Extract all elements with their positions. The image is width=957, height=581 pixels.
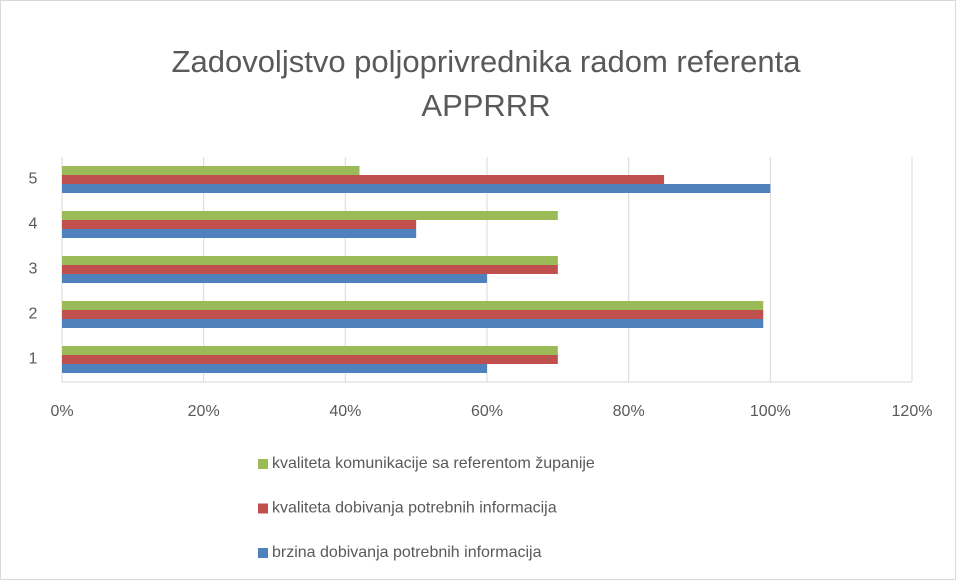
x-tick-label: 120% [892, 403, 933, 420]
x-tick-label: 100% [750, 403, 791, 420]
bar [62, 301, 764, 310]
y-tick-label: 2 [29, 306, 38, 323]
legend-swatch [258, 548, 268, 558]
bar [62, 319, 764, 328]
bar [62, 256, 558, 265]
x-tick-label: 40% [329, 403, 361, 420]
y-tick-label: 3 [29, 261, 38, 278]
bar [62, 166, 360, 175]
bar [62, 355, 558, 364]
bar [62, 184, 771, 193]
bar [62, 274, 487, 283]
bar [62, 310, 764, 319]
legend-label: kvaliteta komunikacije sa referentom žup… [272, 455, 595, 472]
x-tick-label: 0% [50, 403, 73, 420]
legend-label: kvaliteta dobivanja potrebnih informacij… [272, 500, 557, 517]
bar [62, 346, 558, 355]
y-tick-label: 4 [29, 216, 38, 233]
bar [62, 220, 417, 229]
x-tick-label: 20% [188, 403, 220, 420]
legend-swatch [258, 503, 268, 514]
bar [62, 211, 558, 220]
y-tick-label: 5 [29, 171, 38, 188]
bar [62, 265, 558, 274]
x-tick-label: 80% [613, 403, 645, 420]
chart-title: Zadovoljstvo poljoprivrednika radom refe… [171, 44, 801, 123]
bar [62, 364, 487, 373]
bar [62, 229, 417, 238]
x-tick-label: 60% [471, 403, 503, 420]
legend-swatch [258, 459, 268, 469]
y-tick-label: 1 [29, 351, 38, 368]
bar [62, 175, 665, 184]
legend-label: brzina dobivanja potrebnih informacija [272, 544, 542, 561]
